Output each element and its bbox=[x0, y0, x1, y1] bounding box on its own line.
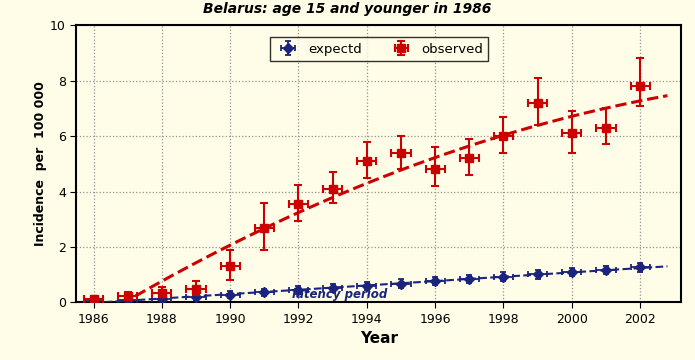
Y-axis label: Incidence  per  100 000: Incidence per 100 000 bbox=[34, 81, 47, 246]
X-axis label: Year: Year bbox=[360, 331, 398, 346]
Legend: expectd, observed: expectd, observed bbox=[270, 37, 488, 61]
Text: Belarus: age 15 and younger in 1986: Belarus: age 15 and younger in 1986 bbox=[204, 2, 491, 16]
Text: latency period: latency period bbox=[292, 288, 387, 301]
